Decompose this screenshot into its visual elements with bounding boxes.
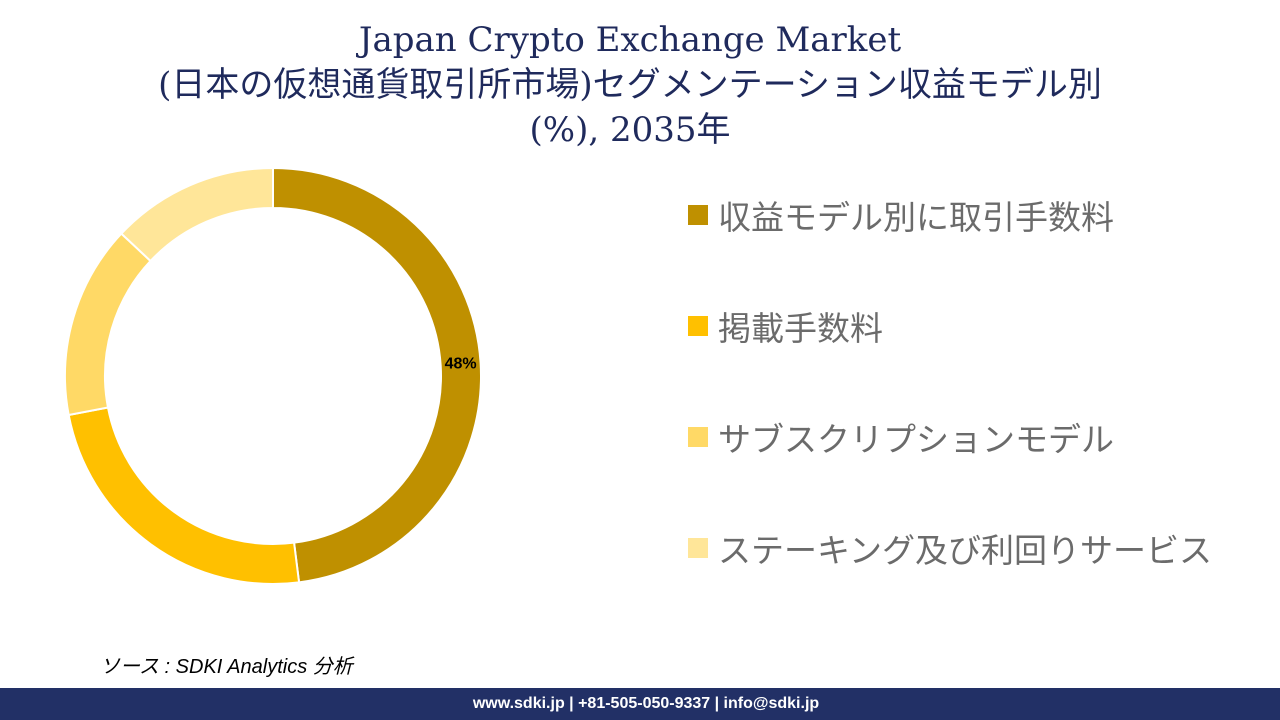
legend-item-3: サブスクリプションモデル bbox=[688, 412, 1114, 462]
donut-slice-2 bbox=[67, 406, 301, 585]
legend-swatch bbox=[688, 205, 708, 225]
donut-data-label-1: 48% bbox=[445, 355, 477, 372]
chart-title: Japan Crypto Exchange Market (日本の仮想通貨取引所… bbox=[0, 18, 1260, 153]
chart-title-line-3: (%), 2035年 bbox=[529, 110, 731, 150]
chart-title-line-1: Japan Crypto Exchange Market bbox=[358, 20, 902, 60]
legend-label: ステーキング及び利回りサービス bbox=[718, 531, 1213, 570]
legend-item-2: 掲載手数料 bbox=[688, 301, 883, 351]
legend-swatch bbox=[688, 538, 708, 558]
donut-chart: 48% bbox=[64, 166, 482, 585]
source-note: ソース : SDKI Analytics 分析 bbox=[100, 656, 353, 678]
legend-label: 収益モデル別に取引手数料 bbox=[718, 198, 1114, 237]
legend-swatch bbox=[688, 316, 708, 336]
donut-slice-1 bbox=[272, 166, 482, 584]
donut-slice-4 bbox=[119, 166, 274, 263]
legend-label: 掲載手数料 bbox=[718, 309, 883, 348]
donut-slice-3 bbox=[64, 232, 152, 417]
chart-title-line-2: (日本の仮想通貨取引所市場)セグメンテーション収益モデル別 bbox=[158, 65, 1102, 105]
legend-label: サブスクリプションモデル bbox=[718, 420, 1114, 459]
legend-swatch bbox=[688, 427, 708, 447]
footer-contact-bar: www.sdki.jp | +81-505-050-9337 | info@sd… bbox=[0, 688, 1280, 720]
legend-item-1: 収益モデル別に取引手数料 bbox=[688, 190, 1114, 240]
legend-item-4: ステーキング及び利回りサービス bbox=[688, 523, 1212, 573]
